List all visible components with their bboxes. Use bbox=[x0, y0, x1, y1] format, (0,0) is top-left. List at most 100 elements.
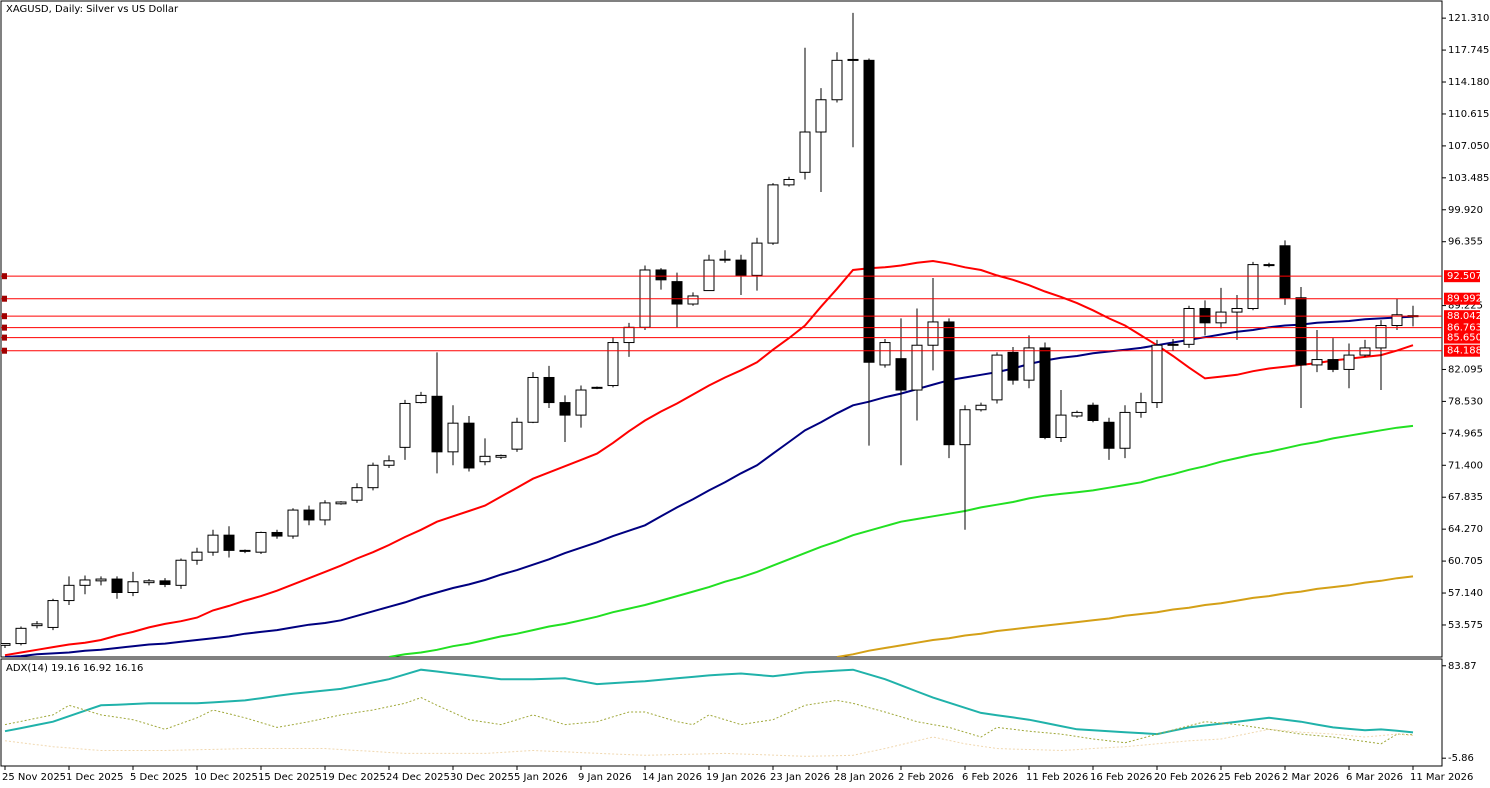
candle-body bbox=[751, 242, 763, 276]
candle-body bbox=[1247, 264, 1259, 309]
level-marker bbox=[2, 313, 7, 320]
candle-body bbox=[735, 259, 747, 276]
candle-body bbox=[143, 580, 155, 584]
x-tick-label: 30 Dec 2025 bbox=[450, 772, 514, 783]
y-tick-label: 64.270 bbox=[1448, 524, 1483, 535]
candle-body bbox=[895, 358, 907, 391]
candle-body bbox=[1263, 264, 1275, 267]
candle-body bbox=[719, 258, 731, 261]
candle-body bbox=[1055, 414, 1067, 439]
candle-body bbox=[191, 551, 203, 561]
candle-body bbox=[287, 509, 299, 537]
candle-body bbox=[319, 502, 331, 521]
line-series bbox=[388, 424, 1414, 657]
candle-body bbox=[463, 422, 475, 469]
candle-body bbox=[655, 269, 667, 281]
candle-body bbox=[223, 534, 235, 551]
line-series bbox=[4, 728, 1414, 757]
candle-body bbox=[127, 581, 139, 593]
x-tick-label: 16 Feb 2026 bbox=[1090, 772, 1152, 783]
y-tick-label: 82.095 bbox=[1448, 364, 1483, 375]
y-tick-label: 78.530 bbox=[1448, 396, 1483, 407]
x-tick-label: 2 Mar 2026 bbox=[1282, 772, 1339, 783]
level-tag bbox=[1444, 292, 1480, 305]
candle-body bbox=[1231, 307, 1243, 313]
candle-body bbox=[63, 584, 75, 602]
candle-body bbox=[79, 579, 91, 586]
candle-body bbox=[175, 559, 187, 586]
candle-body bbox=[111, 578, 123, 593]
candle-body bbox=[607, 342, 619, 387]
candle-body bbox=[1119, 411, 1131, 449]
main-plot bbox=[1, 12, 1442, 657]
candle-body bbox=[927, 321, 939, 346]
candle-body bbox=[863, 59, 875, 363]
y-tick-label: 114.180 bbox=[1448, 77, 1489, 88]
candle-body bbox=[271, 531, 283, 537]
candle-body bbox=[431, 395, 443, 453]
candle-body bbox=[479, 455, 491, 463]
x-tick-label: 19 Dec 2025 bbox=[322, 772, 386, 783]
candle-body bbox=[559, 402, 571, 416]
candle-body bbox=[799, 131, 811, 173]
y-tick-label: 107.050 bbox=[1448, 141, 1489, 152]
main-panel bbox=[0, 0, 1443, 658]
adx-plot bbox=[4, 668, 1414, 757]
line-series bbox=[4, 697, 1414, 745]
candle-body bbox=[991, 354, 1003, 401]
level-marker bbox=[2, 273, 7, 280]
candle-body bbox=[1151, 344, 1163, 404]
line-series bbox=[4, 259, 1414, 657]
candle-body bbox=[975, 404, 987, 411]
level-marker bbox=[2, 334, 7, 341]
candle-body bbox=[831, 59, 843, 101]
axes: 121.310 117.745 114.180 110.615 107.050 103.4… bbox=[2, 13, 1489, 783]
x-tick-label: 19 Jan 2026 bbox=[706, 772, 766, 783]
x-tick-label: 24 Dec 2025 bbox=[386, 772, 450, 783]
x-tick-label: 6 Feb 2026 bbox=[962, 772, 1018, 783]
candle-body bbox=[591, 386, 603, 389]
candle-body bbox=[1167, 343, 1179, 346]
candle-body bbox=[1391, 314, 1403, 327]
level-tag bbox=[1444, 331, 1480, 344]
candle-body bbox=[815, 99, 827, 133]
candle-body bbox=[511, 421, 523, 450]
y-tick-label: 74.965 bbox=[1448, 428, 1483, 439]
line-series bbox=[4, 315, 1414, 657]
y-tick-label: 57.140 bbox=[1448, 588, 1483, 599]
candle-body bbox=[847, 58, 859, 61]
candle-body bbox=[447, 422, 459, 453]
x-tick-label: 15 Dec 2025 bbox=[258, 772, 322, 783]
x-tick-label: 25 Nov 2025 bbox=[2, 772, 66, 783]
y-tick-label: 103.485 bbox=[1448, 173, 1489, 184]
candle-body bbox=[1071, 411, 1083, 417]
level-label: 86.763 bbox=[1447, 323, 1482, 334]
y-tick-label: 89.225 bbox=[1448, 301, 1483, 312]
candle-body bbox=[703, 259, 715, 292]
candle-body bbox=[1359, 347, 1371, 356]
level-tag bbox=[1444, 344, 1480, 357]
level-label: 85.650 bbox=[1447, 333, 1482, 344]
y-tick-label: 110.615 bbox=[1448, 109, 1489, 120]
candle-body bbox=[1007, 351, 1019, 381]
x-tick-label: 5 Dec 2025 bbox=[130, 772, 188, 783]
candle-body bbox=[207, 534, 219, 553]
x-tick-label: 11 Mar 2026 bbox=[1410, 772, 1473, 783]
line-series bbox=[836, 575, 1414, 657]
candle-body bbox=[1295, 297, 1307, 366]
y-tick-label: 96.355 bbox=[1448, 237, 1483, 248]
level-marker bbox=[2, 347, 7, 354]
candle-body bbox=[879, 342, 891, 366]
x-tick-label: 5 Jan 2026 bbox=[514, 772, 568, 783]
candle-body bbox=[671, 281, 683, 305]
x-tick-label: 20 Feb 2026 bbox=[1154, 772, 1216, 783]
candle-body bbox=[495, 454, 507, 458]
x-tick-label: 23 Jan 2026 bbox=[770, 772, 830, 783]
y-tick-label: 99.920 bbox=[1448, 205, 1483, 216]
level-label: 92.507 bbox=[1447, 271, 1482, 282]
x-tick-label: 10 Dec 2025 bbox=[194, 772, 258, 783]
level-tag bbox=[1444, 321, 1480, 334]
level-tag bbox=[1444, 270, 1480, 283]
